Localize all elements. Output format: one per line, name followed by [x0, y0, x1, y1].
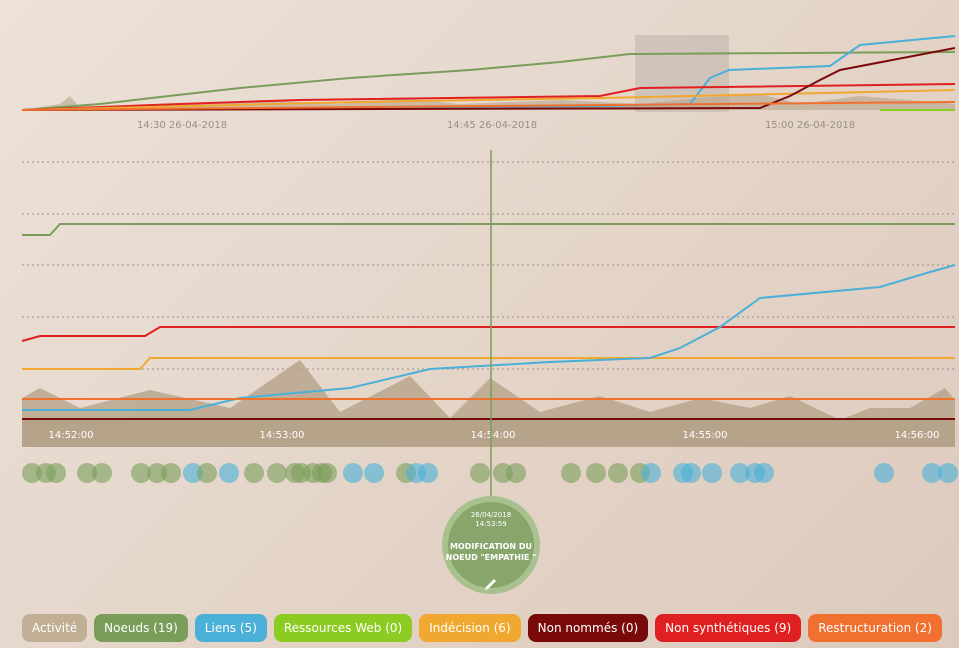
event-dot[interactable] — [874, 463, 894, 483]
axis-label: 14:53:00 — [260, 430, 305, 441]
grid — [22, 161, 955, 370]
overview-restructuration — [21, 101, 956, 111]
event-dot[interactable] — [730, 463, 750, 483]
legend: Activité Noeuds (19) Liens (5) Ressources W… — [22, 614, 942, 642]
event-dot[interactable] — [244, 463, 264, 483]
event-dot[interactable] — [147, 463, 167, 483]
event-dot[interactable] — [46, 463, 66, 483]
event-dot[interactable] — [418, 463, 438, 483]
event-dot[interactable] — [317, 463, 337, 483]
event-dot[interactable] — [754, 463, 774, 483]
axis-label: 14:54:00 — [471, 430, 516, 441]
legend-button[interactable]: Liens (5) — [194, 614, 267, 642]
legend-button[interactable]: Ressources Web (0) — [273, 614, 413, 642]
legend-button[interactable]: Noeuds (19) — [94, 614, 188, 642]
event-dot[interactable] — [470, 463, 490, 483]
overview-axis-label: 14:45 26-04-2018 — [447, 120, 537, 131]
overview-indecision — [21, 89, 956, 111]
noeuds-line — [22, 223, 955, 236]
time-axis — [22, 420, 955, 447]
tooltip-date: 26/04/2018 — [471, 511, 511, 519]
overview-axis-label: 14:30 26-04-2018 — [137, 120, 227, 131]
tooltip-time: 14:53:59 — [475, 520, 506, 528]
event-dot[interactable] — [219, 463, 239, 483]
axis-label: 14:56:00 — [895, 430, 940, 441]
event-dot[interactable] — [702, 463, 722, 483]
nonsynth-line — [21, 326, 955, 342]
activity-area — [22, 360, 955, 420]
event-dot[interactable] — [922, 463, 942, 483]
legend-button[interactable]: Indécision (6) — [419, 614, 521, 642]
event-dot[interactable] — [364, 463, 384, 483]
event-dot[interactable] — [586, 463, 606, 483]
event-dot[interactable] — [161, 463, 181, 483]
charts: 14:30 26-04-2018 14:45 26-04-2018 15:00 … — [21, 35, 958, 594]
legend-button[interactable]: Restructuration (2) — [808, 614, 942, 642]
tooltip-title: NOEUD "EMPATHIE " — [446, 553, 537, 562]
event-dot[interactable] — [131, 463, 151, 483]
overview-axis-label: 15:00 26-04-2018 — [765, 120, 855, 131]
overview-nonsynth — [21, 83, 956, 111]
event-dot[interactable] — [561, 463, 581, 483]
event-dot[interactable] — [267, 463, 287, 483]
edit-icon[interactable] — [485, 579, 496, 590]
indecision-line — [22, 357, 955, 370]
event-dot[interactable] — [608, 463, 628, 483]
event-dot[interactable] — [92, 463, 112, 483]
tooltip-title: MODIFICATION DU — [450, 542, 532, 551]
overview-activity — [22, 94, 955, 110]
event-dot[interactable] — [681, 463, 701, 483]
event-dot[interactable] — [506, 463, 526, 483]
overview-nonnommes — [21, 47, 956, 111]
axis-label: 14:52:00 — [49, 430, 94, 441]
event-dot[interactable] — [22, 463, 42, 483]
event-dot[interactable] — [183, 463, 203, 483]
axis-label: 14:55:00 — [683, 430, 728, 441]
overview-noeuds — [21, 51, 956, 111]
event-dot[interactable] — [343, 463, 363, 483]
tooltip[interactable] — [448, 502, 534, 588]
event-dot[interactable] — [77, 463, 97, 483]
event-dot[interactable] — [197, 463, 217, 483]
legend-button[interactable]: Activité — [22, 614, 88, 642]
legend-button[interactable]: Non synthétiques (9) — [655, 614, 802, 642]
event-dot[interactable] — [641, 463, 661, 483]
legend-button[interactable]: Non nommés (0) — [527, 614, 649, 642]
events — [22, 463, 958, 483]
event-dot[interactable] — [938, 463, 958, 483]
